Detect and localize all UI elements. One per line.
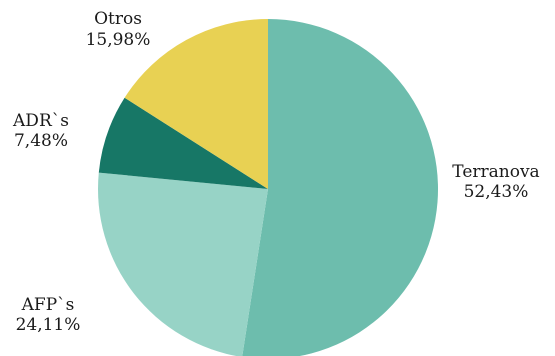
slice-label-value: 7,48%	[14, 131, 68, 151]
slice-label-name: ADR`s	[12, 111, 69, 131]
pie-slices	[98, 18, 438, 356]
pie-slice-afp-s	[98, 172, 268, 356]
pie-slice-terranova	[242, 19, 438, 356]
slice-label-value: 52,43%	[464, 182, 529, 202]
slice-label-name: AFP`s	[21, 295, 75, 315]
slice-label-value: 15,98%	[86, 30, 151, 50]
slice-label-name: Otros	[94, 9, 142, 29]
slice-label-name: Terranova	[452, 162, 539, 182]
slice-label-value: 24,11%	[16, 315, 81, 335]
pie-slice-otros	[124, 18, 268, 189]
pie-slice-adr-s	[98, 97, 268, 189]
